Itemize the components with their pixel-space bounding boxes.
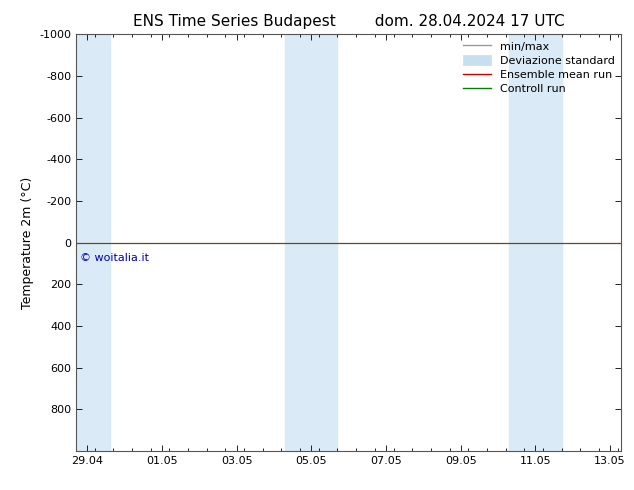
Bar [509, 34, 536, 451]
Title: ENS Time Series Budapest        dom. 28.04.2024 17 UTC: ENS Time Series Budapest dom. 28.04.2024… [133, 14, 564, 29]
Bar [536, 34, 562, 451]
Legend: min/max, Deviazione standard, Ensemble mean run, Controll run: min/max, Deviazione standard, Ensemble m… [458, 37, 619, 98]
Bar [285, 34, 311, 451]
Text: © woitalia.it: © woitalia.it [80, 253, 149, 263]
Bar [311, 34, 337, 451]
Bar [76, 34, 110, 451]
Y-axis label: Temperature 2m (°C): Temperature 2m (°C) [21, 176, 34, 309]
